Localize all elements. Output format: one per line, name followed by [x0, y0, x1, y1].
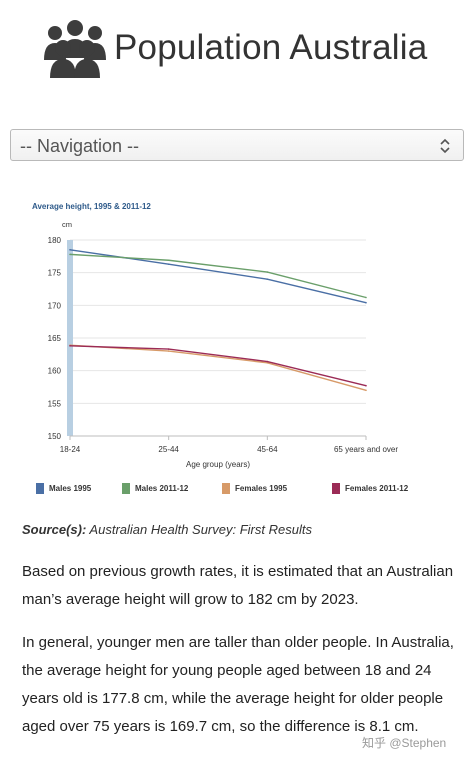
- height-chart: 180 175 170 165 160 155 150 18-24 25-44 45-64 65 y…: [28, 196, 418, 501]
- watermark: 知乎 @Stephen: [362, 736, 447, 750]
- site-header: Population Australia: [0, 0, 474, 100]
- series-line-males-1995: [69, 249, 367, 304]
- source-value: Australian Health Survey: First Results: [86, 522, 312, 537]
- source-line: Source(s): Australian Health Survey: Fir…: [22, 522, 312, 537]
- series-line-females-1995: [69, 344, 367, 391]
- x-tick-label: 65 years and over: [334, 445, 398, 454]
- source-key: Source(s):: [22, 522, 87, 537]
- legend-swatch: [332, 483, 340, 494]
- y-axis-unit: cm: [62, 220, 72, 229]
- site-title: Population Australia: [114, 28, 428, 67]
- legend-label: Females 1995: [235, 484, 288, 493]
- y-tick-label: 155: [48, 399, 62, 408]
- y-tick-label: 175: [48, 269, 62, 278]
- paragraph-growth-estimate: Based on previous growth rates, it is es…: [22, 563, 454, 608]
- x-axis-title: Age group (years): [186, 460, 250, 469]
- chart-title: Average height, 1995 & 2011-12: [32, 202, 151, 211]
- paragraph-age-difference: In general, younger men are taller than …: [22, 634, 454, 735]
- data-point: [167, 263, 170, 265]
- y-tick-label: 150: [48, 432, 62, 441]
- legend-label: Males 1995: [49, 484, 92, 493]
- navigation-select-label: -- Navigation --: [20, 136, 140, 156]
- chart-canvas: 180 175 170 165 160 155 150 18-24 25-44 45-64 65 y…: [48, 236, 399, 469]
- data-point: [167, 348, 170, 350]
- data-point: [167, 350, 170, 352]
- legend-swatch: [36, 483, 44, 494]
- y-tick-label: 160: [48, 367, 62, 376]
- chart-legend: Males 1995 Males 2011-12 Females 1995 Femal…: [36, 483, 426, 497]
- series-line-females-2011-12: [69, 345, 367, 387]
- data-point: [365, 301, 367, 304]
- legend-label: Males 2011-12: [135, 484, 189, 493]
- data-point: [266, 360, 269, 363]
- select-arrows-icon: [440, 138, 450, 154]
- series-line-males-2011-12: [69, 253, 367, 299]
- data-point: [69, 253, 71, 256]
- x-tick-label: 18-24: [60, 445, 81, 454]
- data-point: [266, 278, 269, 280]
- y-tick-label: 170: [48, 301, 62, 310]
- legend-swatch: [122, 483, 130, 494]
- data-point: [365, 384, 367, 387]
- data-point: [69, 249, 71, 251]
- category-highlight-band: [67, 240, 73, 436]
- navigation-select[interactable]: -- Navigation --: [10, 129, 464, 161]
- legend-swatch: [222, 483, 230, 494]
- legend-label: Females 2011-12: [345, 484, 409, 493]
- data-point: [365, 296, 367, 299]
- data-point: [69, 345, 71, 347]
- y-tick-label: 165: [48, 334, 62, 343]
- data-point: [266, 362, 269, 364]
- x-tick-label: 45-64: [257, 445, 278, 454]
- data-point: [167, 259, 170, 262]
- data-point: [365, 389, 367, 392]
- y-tick-label: 180: [48, 236, 62, 245]
- x-tick-label: 25-44: [158, 445, 179, 454]
- data-point: [266, 271, 269, 273]
- people-group-icon: [44, 20, 106, 78]
